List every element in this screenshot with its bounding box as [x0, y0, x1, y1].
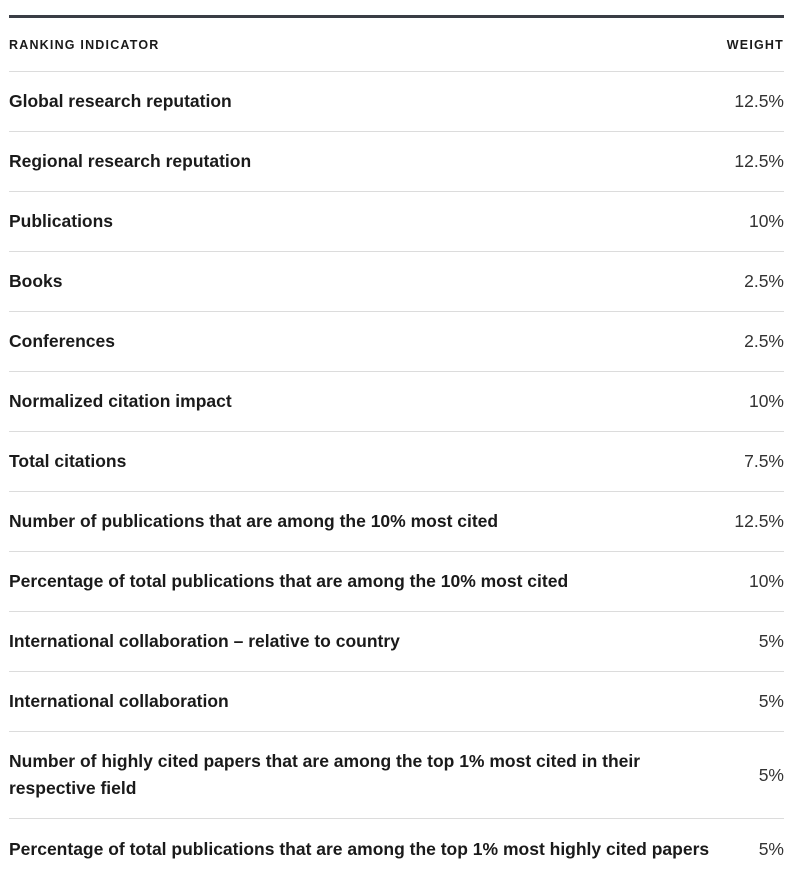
row-weight: 5%	[758, 631, 784, 651]
row-weight: 12.5%	[734, 91, 784, 111]
row-indicator: Conferences	[9, 331, 116, 351]
row-weight: 10%	[748, 211, 784, 231]
row-weight: 2.5%	[744, 331, 784, 351]
table-top-rule	[9, 15, 784, 18]
table-row: Number of highly cited papers that are a…	[9, 732, 784, 819]
row-weight: 12.5%	[734, 151, 784, 171]
table-row: Regional research reputation 12.5%	[9, 132, 784, 192]
header-weight: WEIGHT	[726, 37, 784, 52]
row-weight: 10%	[748, 391, 784, 411]
header-ranking-indicator: RANKING INDICATOR	[9, 37, 160, 52]
table-row: Books 2.5%	[9, 252, 784, 312]
row-weight: 10%	[748, 571, 784, 591]
row-weight: 2.5%	[744, 271, 784, 291]
table-row: Normalized citation impact 10%	[9, 372, 784, 432]
row-indicator: Number of publications that are among th…	[9, 511, 499, 531]
table-row: Number of publications that are among th…	[9, 492, 784, 552]
table-row: Percentage of total publications that ar…	[9, 552, 784, 612]
table-row: Global research reputation 12.5%	[9, 72, 784, 132]
row-weight: 5%	[758, 691, 784, 711]
row-indicator: Publications	[9, 211, 114, 231]
row-indicator: Percentage of total publications that ar…	[9, 571, 569, 591]
row-indicator: Books	[9, 271, 63, 291]
row-indicator: International collaboration – relative t…	[9, 631, 400, 651]
table-header: RANKING INDICATOR WEIGHT	[9, 18, 784, 72]
table-row: International collaboration 5%	[9, 672, 784, 732]
row-weight: 12.5%	[734, 511, 784, 531]
row-indicator: Number of highly cited papers that are a…	[9, 751, 641, 798]
ranking-table: RANKING INDICATOR WEIGHT Global research…	[9, 15, 784, 879]
row-indicator: Regional research reputation	[9, 151, 252, 171]
row-weight: 7.5%	[744, 451, 784, 471]
table-row: International collaboration – relative t…	[9, 612, 784, 672]
row-weight: 5%	[758, 764, 784, 785]
row-indicator: International collaboration	[9, 691, 229, 711]
row-indicator: Total citations	[9, 451, 127, 471]
row-indicator: Percentage of total publications that ar…	[9, 838, 710, 859]
table-row: Conferences 2.5%	[9, 312, 784, 372]
table-row: Percentage of total publications that ar…	[9, 819, 784, 879]
row-indicator: Normalized citation impact	[9, 391, 232, 411]
row-indicator: Global research reputation	[9, 91, 232, 111]
row-weight: 5%	[758, 838, 784, 859]
table-row: Publications 10%	[9, 192, 784, 252]
table-row: Total citations 7.5%	[9, 432, 784, 492]
